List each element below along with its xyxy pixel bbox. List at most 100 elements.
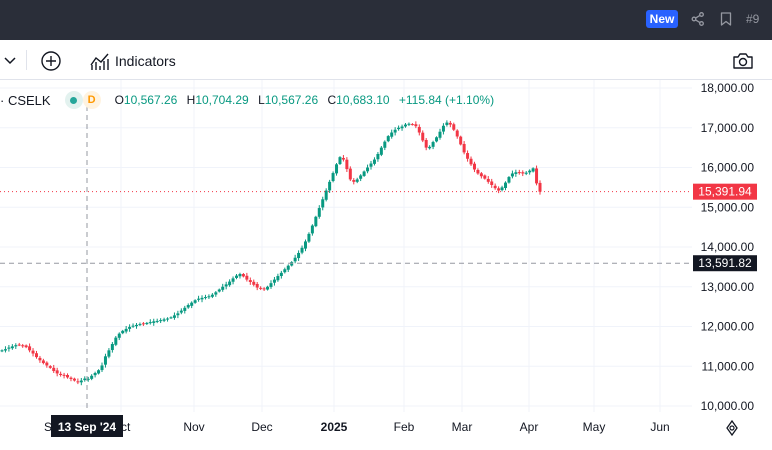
candle-body [145, 322, 149, 325]
candle-body [328, 181, 332, 191]
candle-body [514, 172, 518, 174]
candle-body [172, 315, 176, 318]
candle-body [103, 356, 107, 365]
candle-body [79, 380, 83, 383]
plus-circle-icon[interactable] [40, 50, 62, 72]
candle-body [17, 344, 21, 346]
change-value: +115.84 (+1.10%) [398, 93, 495, 107]
candle-body [197, 298, 201, 300]
x-tick-label-partial: S [44, 420, 52, 434]
candle-body [228, 281, 232, 286]
candle-body [469, 158, 473, 165]
indicators-icon[interactable] [89, 51, 111, 71]
candle-body [379, 147, 383, 155]
candle-body [55, 370, 59, 374]
candle-body [238, 274, 242, 277]
y-tick-label: 15,000.00 [701, 200, 755, 214]
candle-body [179, 310, 183, 313]
indicators-button[interactable]: Indicators [115, 53, 176, 69]
candle-body [535, 168, 539, 184]
candle-body [476, 169, 480, 174]
candle-body [148, 322, 152, 324]
crosshair-price-label: 13,591.82 [693, 255, 757, 272]
candle-body [272, 279, 276, 283]
candle-body [193, 300, 197, 303]
candle-body [414, 124, 418, 127]
candle-body [307, 233, 311, 242]
low-value: 10,567.26 [264, 93, 319, 107]
candle-body [517, 172, 521, 174]
y-tick-label: 17,000.00 [701, 121, 755, 135]
candle-body [186, 305, 190, 308]
candle-body [497, 188, 501, 191]
y-tick-label: 14,000.00 [701, 240, 755, 254]
candle-body [248, 280, 252, 282]
candle-body [390, 132, 394, 137]
candle-body [0, 350, 4, 352]
candle-body [162, 319, 166, 321]
candle-body [90, 375, 94, 379]
candle-body [303, 241, 307, 249]
candle-body [404, 124, 407, 127]
candle-body [352, 180, 356, 182]
candle-body [438, 131, 442, 138]
candle-body [338, 157, 342, 165]
candle-body [276, 276, 280, 281]
candle-body [531, 168, 535, 172]
candle-body [255, 283, 259, 288]
candle-body [335, 164, 339, 174]
market-status-badge[interactable] [64, 91, 83, 109]
candle-body [200, 297, 204, 300]
candle-body [10, 346, 14, 349]
interval-badge[interactable]: D [82, 91, 101, 109]
candle-body [183, 307, 187, 311]
candle-body [72, 378, 76, 381]
low-key: L [258, 93, 265, 107]
price-chart[interactable]: 10,000.00 11,000.00 12,000.00 13,000.00 14,0… [0, 40, 772, 450]
candle-body [203, 297, 207, 299]
candle-body [417, 126, 421, 133]
x-axis: OctNovDec2025FebMarAprMayJunS [44, 420, 670, 434]
share-icon[interactable] [689, 10, 707, 28]
toolbar-divider [26, 50, 27, 70]
candle-body [521, 172, 525, 174]
bookmark-icon[interactable] [717, 10, 735, 28]
candle-body [466, 153, 470, 159]
new-badge[interactable]: New [646, 10, 678, 28]
candle-body [372, 159, 376, 164]
top-bar: New #9 [0, 0, 772, 40]
candle-body [117, 333, 121, 338]
chart-legend: · CSELK D O10,567.26 H10,704.29 L10,567.… [0, 91, 500, 109]
candle-body [83, 378, 87, 381]
candle-body [241, 274, 245, 277]
candle-body [297, 252, 301, 259]
ohlc-values: O10,567.26 H10,704.29 L10,567.26 C10,683… [115, 93, 501, 107]
chevron-down-icon[interactable] [2, 52, 18, 73]
high-key: H [186, 93, 196, 107]
candle-body [128, 326, 132, 329]
candle-body [59, 373, 63, 375]
candle-body [314, 216, 318, 227]
last-price-text: 15,391.94 [698, 185, 752, 199]
candle-body [169, 317, 173, 319]
candle-body [341, 157, 345, 160]
candle-body [138, 324, 142, 326]
candle-body [321, 199, 325, 208]
candle-body [207, 296, 211, 298]
candle-body [431, 142, 435, 147]
candle-body [455, 130, 459, 137]
x-tick-label: 2025 [321, 420, 348, 434]
time-settings-icon[interactable] [726, 419, 738, 437]
candle-body [114, 337, 118, 345]
candle-body [300, 247, 304, 253]
candle-body [283, 269, 287, 273]
candle-body [110, 343, 114, 351]
candle-body [331, 173, 335, 182]
candle-body [38, 357, 42, 361]
symbol-name[interactable]: · CSELK [0, 92, 51, 108]
x-tick-label: Apr [520, 420, 539, 434]
candle-body [421, 132, 425, 141]
x-tick-label: Jun [650, 420, 669, 434]
camera-icon[interactable] [732, 51, 754, 71]
candle-body [400, 126, 404, 129]
